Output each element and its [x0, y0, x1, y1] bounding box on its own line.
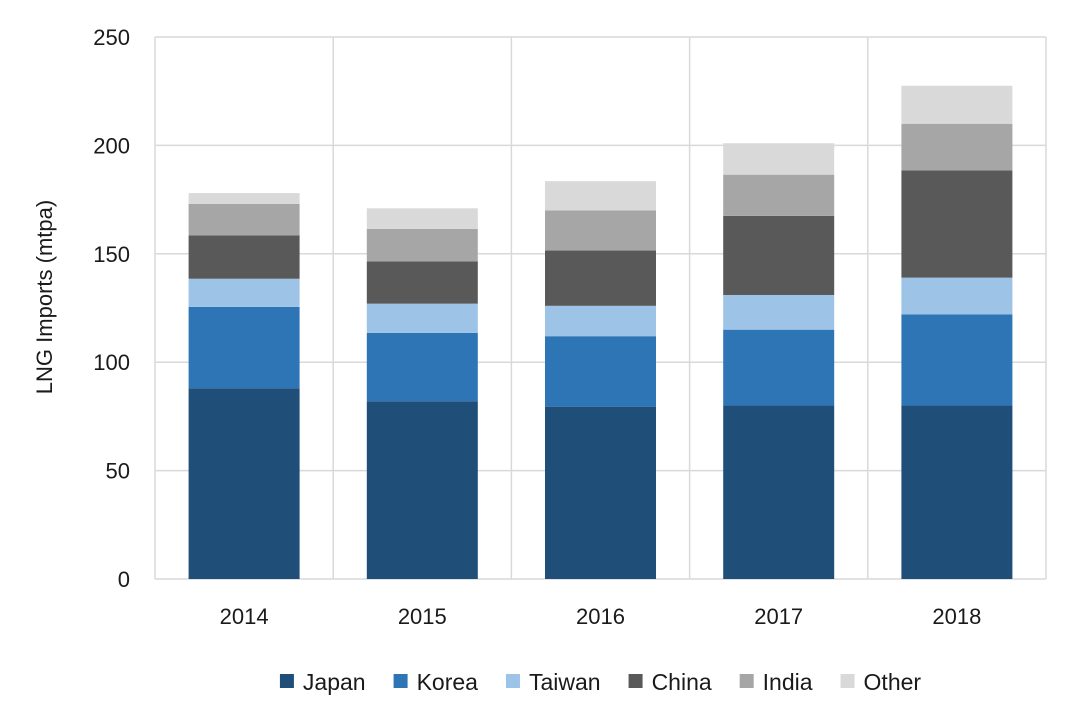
bar-japan-2016	[545, 406, 656, 579]
y-tick-label: 50	[106, 459, 130, 484]
legend-swatch	[393, 674, 408, 688]
legend-swatch	[279, 674, 294, 688]
bar-other-2017	[723, 143, 835, 175]
gridlines	[154, 36, 1047, 580]
legend-swatch	[840, 674, 855, 688]
bar-india-2016	[545, 210, 656, 251]
y-tick-label: 200	[93, 133, 130, 158]
legend-label: Korea	[417, 669, 479, 695]
x-tick-label: 2017	[754, 604, 803, 629]
legend-swatch	[739, 674, 754, 688]
legend-item-japan: Japan	[279, 669, 366, 695]
bars	[188, 85, 1013, 579]
bar-other-2015	[366, 208, 478, 229]
legend-item-korea: Korea	[393, 669, 479, 695]
bar-india-2018	[901, 123, 1013, 171]
y-tick-label: 250	[93, 25, 130, 50]
bar-korea-2015	[366, 332, 478, 402]
bar-china-2018	[901, 170, 1013, 278]
y-tick-label: 100	[93, 350, 130, 375]
bar-china-2014	[188, 235, 300, 279]
y-tick-label: 0	[118, 567, 130, 592]
y-axis-title: LNG Imports (mtpa)	[32, 200, 57, 394]
legend-item-china: China	[628, 669, 712, 695]
legend-label: Taiwan	[529, 669, 601, 695]
x-tick-label: 2014	[220, 604, 269, 629]
bar-japan-2014	[188, 388, 300, 579]
bar-taiwan-2014	[188, 278, 300, 307]
bar-other-2014	[188, 193, 300, 204]
bar-japan-2018	[901, 405, 1013, 579]
legend: Japan Korea Taiwan China India Other	[279, 669, 922, 695]
bar-other-2016	[545, 181, 656, 211]
bar-china-2016	[545, 250, 656, 306]
x-axis-ticks: 2014 2015 2016 2017 2018	[220, 604, 982, 629]
legend-item-india: India	[739, 669, 813, 695]
legend-swatch	[628, 674, 643, 688]
bar-china-2015	[366, 261, 478, 304]
bar-korea-2014	[188, 306, 300, 389]
bar-taiwan-2017	[723, 294, 835, 330]
legend-item-other: Other	[840, 669, 922, 695]
bar-india-2014	[188, 203, 300, 236]
x-tick-label: 2015	[398, 604, 447, 629]
bar-korea-2018	[901, 314, 1013, 406]
legend-label: India	[763, 669, 813, 695]
bar-japan-2017	[723, 405, 835, 579]
x-tick-label: 2016	[576, 604, 625, 629]
bar-korea-2016	[545, 336, 656, 407]
bar-japan-2015	[366, 401, 478, 579]
legend-label: China	[652, 669, 712, 695]
bar-india-2017	[723, 174, 835, 216]
bar-korea-2017	[723, 329, 835, 406]
y-axis-ticks: 0 50 100 150 200 250	[93, 25, 130, 592]
y-tick-label: 150	[93, 242, 130, 267]
legend-swatch	[505, 674, 520, 688]
bar-taiwan-2016	[545, 305, 656, 337]
legend-label: Japan	[303, 669, 366, 695]
bar-taiwan-2015	[366, 303, 478, 333]
legend-item-taiwan: Taiwan	[505, 669, 601, 695]
bar-india-2015	[366, 228, 478, 262]
x-tick-label: 2018	[932, 604, 981, 629]
bar-other-2018	[901, 85, 1013, 124]
legend-label: Other	[864, 669, 922, 695]
bar-china-2017	[723, 215, 835, 295]
bar-taiwan-2018	[901, 277, 1013, 315]
